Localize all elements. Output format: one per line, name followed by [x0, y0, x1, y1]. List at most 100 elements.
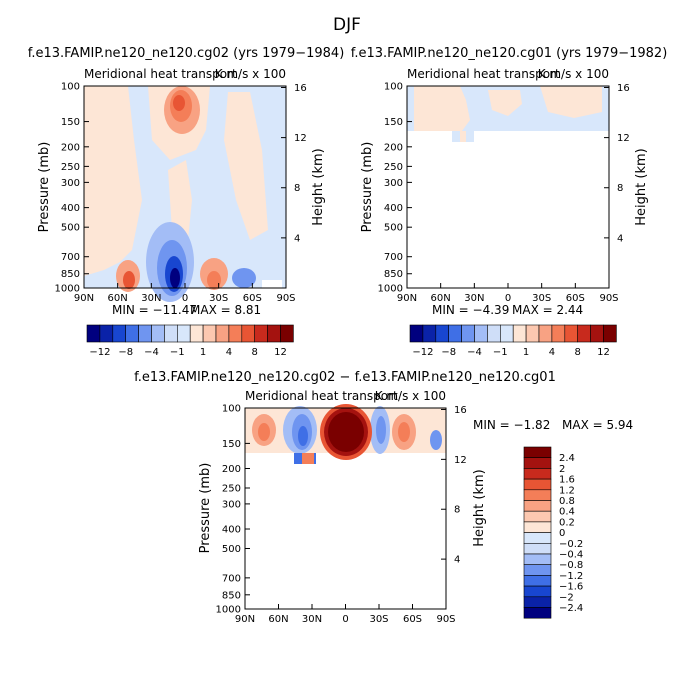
- panel-3-colorbar-cell: [523, 478, 552, 491]
- panel-1-colorbar-cell: [99, 324, 114, 343]
- panel-2-colorbar-cell: [512, 324, 527, 343]
- panel-1-y2-ticks: 16 12 8 4: [281, 83, 307, 244]
- panel-1-ytick-label: 250: [61, 162, 80, 173]
- panel-2-y-ticks: 100 150 200 250 300 400 500 700 850 1000: [378, 82, 412, 295]
- panel-2-max: MAX = 2.44: [512, 303, 583, 317]
- panel-3-colorbar-cell: [523, 596, 552, 608]
- panel-3-colorbar-cell: [523, 468, 552, 480]
- panel-3-y2tick-label: 12: [454, 455, 467, 466]
- panel-3-min: MIN = −1.82: [473, 418, 550, 432]
- panel-3-colorbar: 2.421.61.20.80.40.20−0.2−0.4−0.8−1.2−1.6…: [523, 446, 583, 619]
- panel-2-colorbar-cell: [577, 324, 591, 343]
- panel-3-colorbar-label: 0.4: [559, 507, 575, 518]
- panel-3-xtick-label: 90N: [235, 614, 255, 625]
- panel-3-ytick-label: 400: [222, 525, 241, 536]
- panel-2-ytick-label: 200: [384, 142, 403, 153]
- panel-3-x-ticks: 90N 60N 30N 0 30S 60S 90S: [235, 604, 456, 625]
- panel-2-y2tick-label: 16: [617, 83, 630, 94]
- panel-3-xtick-label: 60S: [403, 614, 422, 625]
- panel-1-colorbar-label: 1: [200, 347, 206, 358]
- panel-3-y2label: Height (km): [472, 469, 487, 546]
- panel-1-colorbar-cell: [254, 324, 268, 343]
- panel-3-ytick-label: 200: [222, 464, 241, 475]
- panel-1-xtick-label: 60S: [243, 293, 262, 304]
- panel-3-pos-mid-3: [328, 412, 364, 452]
- panel-2-colorbar-label: −4: [467, 347, 482, 358]
- panel-2-title: f.e13.FAMIP.ne120_ne120.cg01 (yrs 1979−1…: [351, 46, 668, 61]
- panel-3-colorbar-cell: [523, 575, 552, 587]
- panel-3-colorbar-cell: [523, 500, 552, 512]
- panel-2-y2tick-label: 4: [617, 233, 623, 244]
- panel-2-colorbar-label: 12: [597, 347, 610, 358]
- panel-1-ytick-label: 400: [61, 203, 80, 214]
- panel-3-colorbar-label: −2.4: [559, 603, 583, 614]
- panel-2-colorbar-cell: [448, 324, 462, 343]
- panel-2-colorbar-cell: [590, 324, 604, 343]
- panel-1-colorbar-label: −12: [89, 347, 110, 358]
- panel-1-xtick-label: 90S: [276, 293, 295, 304]
- panel-2-xtick-label: 60N: [431, 293, 451, 304]
- panel-1-y-ticks: 100 150 200 250 300 400 500 700 850 1000: [55, 82, 89, 295]
- panel-2-xtick-label: 30N: [464, 293, 484, 304]
- panel-3-colorbar-label: −1.2: [559, 571, 583, 582]
- panel-2-colorbar: −12 −8 −4 −1 1 4 8 12: [409, 324, 617, 358]
- panel-2-colorbar-cell: [461, 324, 475, 343]
- panel-2-colorbar-label: 4: [549, 347, 555, 358]
- panel-1-colorbar: −12 −8 −4 −1 1 4 8 12: [86, 324, 294, 358]
- panel-3-colorbar-label: 2.4: [559, 453, 575, 464]
- panel-3-xtick-label: 90S: [436, 614, 455, 625]
- panel-2-pos-1: [414, 86, 470, 131]
- panel-3-colorbar-label: −0.8: [559, 560, 583, 571]
- panel-1-colorbar-cell: [151, 324, 165, 343]
- panel-2-colorbar-cell: [422, 324, 437, 343]
- panel-3-colorbar-cell: [523, 521, 552, 533]
- panel-2-colorbar-cell: [538, 324, 553, 343]
- panel-2-pos-3: [540, 86, 602, 118]
- panel-3-ytick-label: 850: [222, 590, 241, 601]
- panel-2-ytick-label: 700: [384, 252, 403, 263]
- panel-2-colorbar-cell: [409, 324, 424, 343]
- panel-2-colorbar-cell: [551, 324, 566, 343]
- panel-1-ytick-label: 100: [61, 82, 80, 93]
- panel-3-colorbar-cell: [523, 446, 552, 458]
- panel-3-subtitle-left: Meridional heat transport: [245, 389, 398, 403]
- panel-1-subtitle-right: K m/s x 100: [215, 67, 286, 81]
- panel-2-xtick-label: 90S: [599, 293, 618, 304]
- panel-3: f.e13.FAMIP.ne120_ne120.cg02 − f.e13.FAM…: [134, 370, 633, 625]
- panel-3-neg-far-e: [430, 430, 442, 450]
- panel-1-colorbar-label: 12: [274, 347, 287, 358]
- panel-3-xtick-label: 30N: [302, 614, 322, 625]
- panel-2-ytick-label: 100: [384, 82, 403, 93]
- panel-3-xtick-label: 30S: [369, 614, 388, 625]
- panel-1-colorbar-cell: [215, 324, 230, 343]
- panel-1-colorbar-label: 8: [252, 347, 258, 358]
- panel-1-y2tick-label: 16: [294, 83, 307, 94]
- panel-2-colorbar-label: 1: [523, 347, 529, 358]
- panel-3-colorbar-label: −1.6: [559, 582, 583, 593]
- panel-1-sfc-pos-e2: [207, 271, 221, 289]
- panel-3-ytick-label: 1000: [216, 605, 241, 616]
- panel-1-subtitle-left: Meridional heat transport: [84, 67, 237, 81]
- panel-1-x-ticks: 90N 60N 30N 0 30S 60S 90S: [74, 283, 296, 304]
- panel-1-max: MAX = 8.81: [190, 303, 261, 317]
- panel-3-field: [245, 404, 446, 464]
- panel-3-colorbar-cell: [523, 457, 552, 469]
- panel-1-ytick-label: 200: [61, 142, 80, 153]
- panel-3-pos-w-2: [258, 423, 270, 441]
- panel-2-ytick-label: 250: [384, 162, 403, 173]
- panel-3-colorbar-label: 0.2: [559, 517, 575, 528]
- panel-1-colorbar-cell: [138, 324, 152, 343]
- panel-1-title: f.e13.FAMIP.ne120_ne120.cg02 (yrs 1979−1…: [28, 46, 345, 61]
- panel-1-ytick-label: 500: [61, 223, 80, 234]
- panel-3-ytick-label: 100: [222, 404, 241, 415]
- panel-1-ytick-label: 700: [61, 252, 80, 263]
- panel-3-colorbar-cell: [523, 542, 552, 555]
- panel-1-colorbar-cell: [228, 324, 243, 343]
- panel-1-ytick-label: 850: [61, 269, 80, 280]
- panel-1-xtick-label: 0: [182, 293, 188, 304]
- panel-2-ytick-label: 1000: [378, 284, 403, 295]
- panel-1-colorbar-cell: [189, 324, 204, 343]
- panel-3-colorbar-label: 1.6: [559, 475, 575, 486]
- panel-3-colorbar-label: −2: [559, 592, 574, 603]
- panel-1-y2label: Height (km): [311, 148, 326, 225]
